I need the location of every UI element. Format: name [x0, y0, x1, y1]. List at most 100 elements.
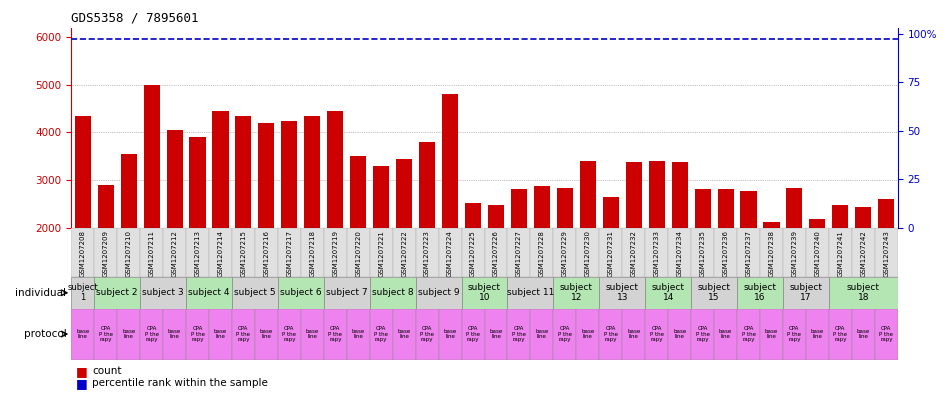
Text: subject 8: subject 8 [371, 288, 413, 297]
Text: GSM1207226: GSM1207226 [493, 230, 499, 277]
Bar [327, 111, 343, 228]
Text: GSM1207208: GSM1207208 [80, 230, 86, 277]
Bar [141, 228, 163, 277]
Bar [71, 277, 94, 309]
Text: CPA
P the
rapy: CPA P the rapy [558, 326, 572, 342]
Bar [717, 189, 733, 228]
Bar [301, 309, 324, 360]
Bar [599, 228, 622, 277]
Text: base
line: base line [719, 329, 732, 340]
Bar [828, 277, 898, 309]
Bar [764, 222, 780, 228]
Text: protocol: protocol [24, 329, 66, 339]
Text: base
line: base line [306, 329, 319, 340]
Bar [370, 309, 392, 360]
Text: GSM1207242: GSM1207242 [861, 230, 866, 277]
Bar [143, 85, 160, 228]
Bar [416, 228, 439, 277]
Bar [166, 130, 182, 228]
Text: GSM1207209: GSM1207209 [103, 230, 108, 277]
Bar [737, 228, 760, 277]
Bar [875, 309, 898, 360]
Text: CPA
P the
rapy: CPA P the rapy [512, 326, 526, 342]
Bar [626, 162, 642, 228]
Bar [141, 277, 186, 309]
Text: base
line: base line [259, 329, 273, 340]
Text: GSM1207210: GSM1207210 [125, 230, 132, 277]
Text: base
line: base line [168, 329, 181, 340]
Bar [553, 228, 577, 277]
Bar [691, 309, 714, 360]
Text: CPA
P the
rapy: CPA P the rapy [374, 326, 389, 342]
Bar [622, 228, 645, 277]
Bar [507, 309, 530, 360]
Text: GSM1207227: GSM1207227 [516, 230, 522, 277]
Bar [277, 309, 301, 360]
Bar [852, 309, 875, 360]
Bar [419, 142, 435, 228]
Text: GSM1207238: GSM1207238 [769, 230, 774, 277]
Text: subject
14: subject 14 [652, 283, 685, 303]
Text: subject
13: subject 13 [606, 283, 638, 303]
Text: CPA
P the
rapy: CPA P the rapy [742, 326, 755, 342]
Bar [396, 159, 412, 228]
Bar [806, 309, 828, 360]
Bar [462, 309, 484, 360]
Bar [668, 309, 692, 360]
Bar [602, 197, 618, 228]
Bar [94, 228, 117, 277]
Bar [209, 228, 232, 277]
Bar [809, 219, 826, 228]
Bar [370, 277, 416, 309]
Bar [714, 228, 737, 277]
Bar [75, 116, 91, 228]
Text: subject
1: subject 1 [67, 283, 98, 303]
Text: CPA
P the
rapy: CPA P the rapy [880, 326, 893, 342]
Bar [465, 203, 481, 228]
Bar [828, 228, 852, 277]
Text: subject 9: subject 9 [418, 288, 460, 297]
Text: percentile rank within the sample: percentile rank within the sample [92, 378, 268, 388]
Text: base
line: base line [397, 329, 410, 340]
Bar [324, 228, 347, 277]
Text: GSM1207213: GSM1207213 [195, 230, 200, 277]
Bar [645, 228, 668, 277]
Text: base
line: base line [214, 329, 227, 340]
Bar [462, 277, 507, 309]
Text: CPA
P the
rapy: CPA P the rapy [191, 326, 204, 342]
Bar [258, 123, 275, 228]
Bar [163, 228, 186, 277]
Text: GSM1207222: GSM1207222 [401, 230, 408, 277]
Text: base
line: base line [535, 329, 548, 340]
Text: base
line: base line [673, 329, 686, 340]
Bar [117, 228, 141, 277]
Bar [599, 277, 645, 309]
Bar [488, 204, 504, 228]
Bar [878, 199, 894, 228]
Text: subject
10: subject 10 [468, 283, 501, 303]
Bar [530, 309, 553, 360]
Text: CPA
P the
rapy: CPA P the rapy [788, 326, 802, 342]
Bar [691, 277, 737, 309]
Bar [347, 228, 370, 277]
Bar [392, 228, 416, 277]
Text: CPA
P the
rapy: CPA P the rapy [144, 326, 159, 342]
Bar [484, 309, 507, 360]
Text: subject
18: subject 18 [846, 283, 880, 303]
Bar [622, 309, 645, 360]
Text: GSM1207219: GSM1207219 [332, 230, 338, 277]
Bar [255, 309, 277, 360]
Bar [694, 189, 711, 228]
Bar [599, 309, 622, 360]
Text: GSM1207233: GSM1207233 [654, 230, 659, 277]
Text: CPA
P the
rapy: CPA P the rapy [99, 326, 113, 342]
Text: GSM1207211: GSM1207211 [148, 230, 155, 277]
Text: GSM1207240: GSM1207240 [814, 230, 821, 277]
Bar [163, 309, 186, 360]
Bar [439, 228, 462, 277]
Text: base
line: base line [857, 329, 870, 340]
Bar [186, 309, 209, 360]
Text: subject 11: subject 11 [506, 288, 554, 297]
Text: GSM1207239: GSM1207239 [791, 230, 797, 277]
Bar [737, 309, 760, 360]
